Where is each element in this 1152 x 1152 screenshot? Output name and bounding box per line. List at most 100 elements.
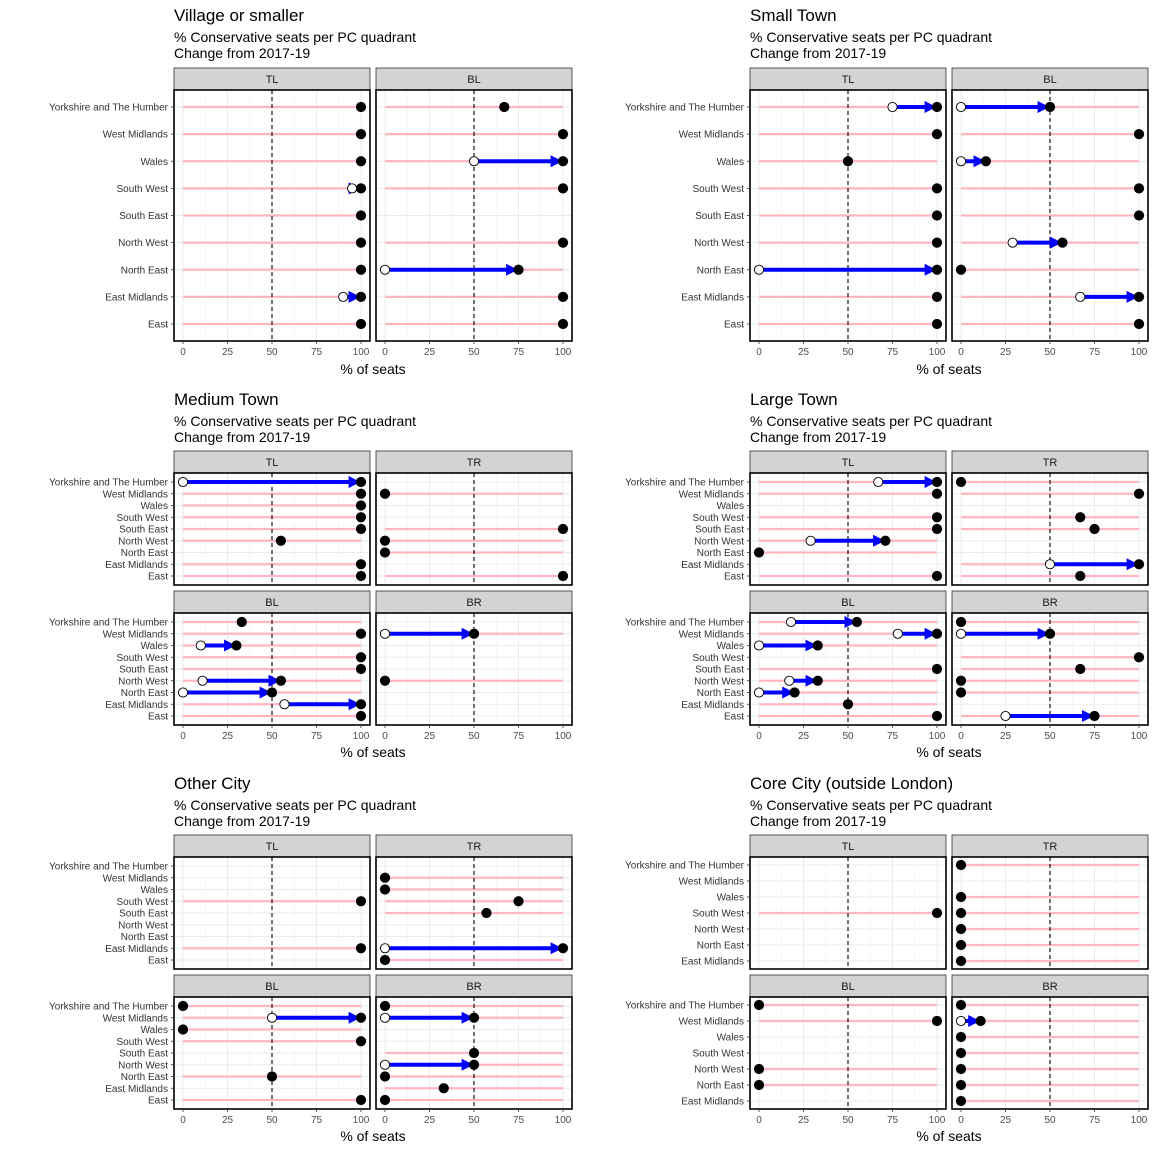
- x-tick-label: 25: [798, 731, 810, 742]
- x-tick-label: 0: [756, 347, 762, 358]
- point-2019: [1089, 710, 1100, 722]
- point-2017: [1007, 237, 1018, 248]
- point-2019: [355, 512, 367, 523]
- point-2019: [1133, 559, 1145, 570]
- y-tick-label: Yorkshire and The Humber: [49, 478, 169, 489]
- point-2019: [931, 264, 943, 275]
- point-2019: [1133, 318, 1145, 330]
- y-tick-label: North East: [697, 941, 744, 952]
- facet-strip-label: BL: [1043, 74, 1056, 86]
- facet-panel-br: BR 0 25 50 75 100: [951, 974, 1149, 1126]
- point-2019: [1075, 512, 1086, 523]
- point-2019: [931, 1015, 943, 1027]
- point-2019: [355, 237, 367, 248]
- facet-strip-label: BL: [467, 74, 480, 86]
- facet-panel-br: BR 0 25 50 75 100: [951, 590, 1149, 742]
- facet-panel-bl: BL 0 25 50 75 100: [951, 67, 1149, 358]
- point-2019: [931, 101, 943, 113]
- y-tick-label: Wales: [141, 885, 168, 896]
- x-tick-label: 100: [929, 731, 946, 742]
- point-2019: [955, 923, 967, 935]
- y-tick-label: South West: [692, 513, 744, 524]
- chart-caption: Change from 2017-19: [750, 813, 886, 829]
- facet-panel-tr: TR: [375, 834, 573, 970]
- point-2017: [279, 699, 290, 710]
- point-2019: [955, 1047, 967, 1059]
- x-tick-label: 100: [353, 731, 370, 742]
- y-tick-label: South West: [116, 1037, 168, 1048]
- x-tick-label: 50: [468, 347, 480, 358]
- point-2017: [177, 687, 189, 698]
- point-2019: [355, 663, 367, 675]
- point-2019: [468, 628, 480, 639]
- x-tick-label: 75: [311, 731, 323, 742]
- x-tick-label: 100: [555, 1115, 572, 1126]
- point-2019: [931, 512, 943, 523]
- point-2019: [955, 1031, 967, 1043]
- y-tick-label: North West: [694, 536, 744, 547]
- y-tick-label: Yorkshire and The Humber: [49, 1002, 169, 1013]
- chart-2: Medium Town % Conservative seats per PC q…: [174, 390, 416, 760]
- point-2019: [355, 156, 367, 167]
- point-2019: [557, 523, 569, 535]
- point-2019: [355, 699, 367, 710]
- chart-caption: Change from 2017-19: [174, 429, 310, 445]
- facet-strip-label: TR: [1043, 457, 1058, 469]
- y-tick-label: Yorkshire and The Humber: [49, 618, 169, 629]
- y-tick-label: East Midlands: [105, 944, 168, 955]
- y-tick-label: Wales: [141, 1025, 168, 1036]
- point-2019: [1044, 101, 1056, 113]
- point-2019: [931, 129, 943, 140]
- point-2019: [955, 891, 967, 903]
- facet-strip-label: TR: [1043, 841, 1058, 853]
- y-tick-label: East: [724, 320, 744, 331]
- facet-strip-label: TR: [467, 457, 482, 469]
- y-tick-label: Wales: [141, 501, 168, 512]
- y-tick-label: West Midlands: [679, 489, 744, 500]
- x-tick-label: 25: [222, 1115, 234, 1126]
- facet-panel-bl: BL 0 25 50 75 100: [375, 67, 573, 358]
- facet-panel-tr: TR: [951, 450, 1149, 586]
- y-tick-label: East: [148, 1096, 168, 1107]
- x-tick-label: 100: [1131, 347, 1148, 358]
- point-2019: [355, 183, 367, 194]
- x-tick-label: 25: [798, 1115, 810, 1126]
- chart-3: Large Town % Conservative seats per PC qu…: [750, 390, 992, 760]
- point-2017: [379, 628, 391, 639]
- point-2019: [355, 652, 367, 663]
- x-tick-label: 75: [887, 731, 899, 742]
- chart-subtitle: % Conservative seats per PC quadrant: [750, 797, 992, 813]
- y-tick-label: North West: [694, 1065, 744, 1076]
- point-2019: [355, 318, 367, 330]
- point-2019: [266, 1071, 278, 1082]
- facet-strip-label: TL: [266, 841, 279, 853]
- point-2017: [753, 640, 765, 651]
- point-2019: [1133, 183, 1145, 194]
- y-tick-label: South East: [695, 665, 744, 676]
- x-tick-label: 100: [555, 347, 572, 358]
- point-2019: [557, 237, 569, 248]
- y-tick-label: North East: [121, 548, 168, 559]
- y-tick-label: North West: [118, 920, 168, 931]
- point-2019: [355, 291, 367, 302]
- point-2019: [438, 1083, 449, 1094]
- y-tick-label: North West: [694, 238, 744, 249]
- point-2019: [355, 896, 367, 907]
- point-2019: [557, 943, 569, 954]
- point-2019: [931, 663, 943, 675]
- point-2019: [513, 264, 524, 275]
- y-tick-label: West Midlands: [103, 1013, 168, 1024]
- point-2019: [931, 291, 943, 302]
- point-2019: [355, 210, 367, 221]
- x-tick-label: 75: [1089, 347, 1101, 358]
- point-2019: [812, 640, 823, 651]
- point-2017: [753, 264, 765, 275]
- y-tick-label: North East: [697, 265, 744, 276]
- x-tick-label: 100: [929, 1115, 946, 1126]
- y-tick-label: North East: [121, 265, 168, 276]
